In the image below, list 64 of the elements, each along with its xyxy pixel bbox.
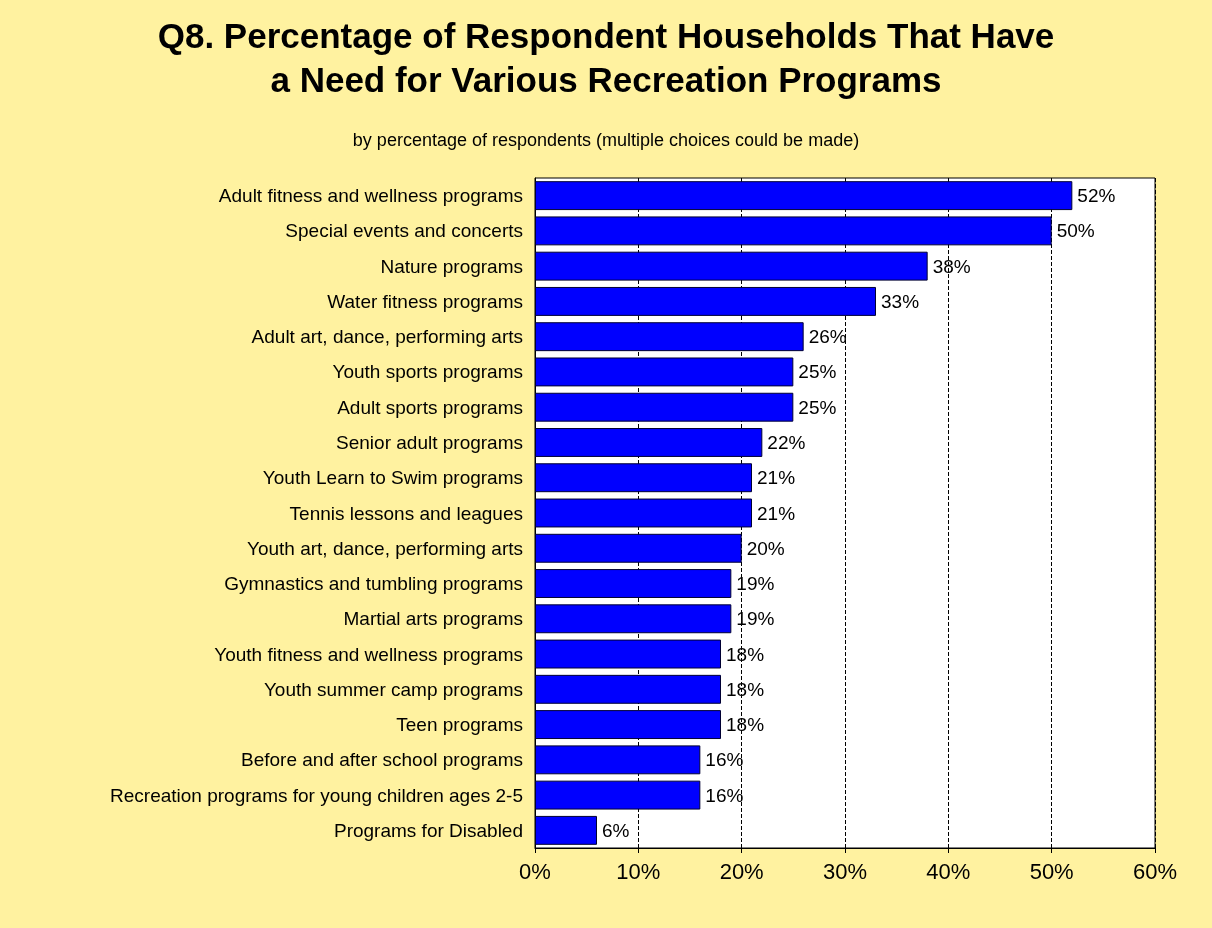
y-tick-label: Youth art, dance, performing arts (246, 537, 523, 559)
y-tick-label: Recreation programs for young children ages 2-5 (110, 784, 523, 806)
y-tick-label: Water fitness programs (327, 290, 523, 312)
bar (535, 569, 732, 598)
bar (535, 674, 721, 704)
y-tick-label: Programs for Disabled (333, 819, 523, 841)
x-tick-label: 40% (926, 858, 971, 884)
y-tick-label: Youth fitness and wellness programs (214, 643, 523, 665)
data-label: 52% (1077, 185, 1116, 207)
data-label: 18% (726, 643, 765, 665)
y-tick-label: Youth Learn to Swim programs (262, 467, 523, 489)
x-tick-label: 20% (719, 858, 764, 884)
data-label: 25% (798, 361, 837, 383)
bar (535, 428, 763, 457)
bar (535, 533, 742, 563)
x-tick-label: 50% (1029, 858, 1074, 884)
bar (535, 286, 876, 316)
y-tick-label: Youth sports programs (332, 361, 523, 383)
data-label: 16% (705, 784, 744, 806)
bar (535, 604, 732, 634)
bar (535, 392, 794, 422)
x-tick-label: 30% (822, 858, 868, 884)
data-label: 18% (726, 714, 765, 736)
bar (535, 357, 794, 387)
bar (535, 251, 928, 281)
y-tick-label: Youth summer camp programs (263, 678, 523, 700)
y-tick-label: Nature programs (380, 255, 523, 277)
y-tick-label: Teen programs (396, 714, 523, 736)
chart-subtitle: by percentage of respondents (multiple choices could be made) (352, 130, 860, 150)
y-tick-label: Senior adult programs (336, 431, 523, 453)
data-label: 6% (602, 819, 630, 841)
data-label: 38% (932, 255, 971, 277)
data-label: 21% (757, 502, 796, 524)
data-label: 33% (881, 290, 920, 312)
x-tick-label: 0% (519, 858, 551, 884)
y-tick-label: Gymnastics and tumbling programs (224, 573, 523, 595)
y-tick-label: Adult art, dance, performing arts (251, 326, 523, 348)
bar (535, 780, 701, 810)
data-label: 22% (767, 431, 806, 453)
bar (535, 710, 721, 740)
bar (535, 815, 597, 845)
bar (535, 181, 1073, 211)
y-tick-label: Adult sports programs (337, 396, 523, 418)
chart-title: Q8. Percentage of Respondent Households That Have a Need for Various Recreation Programs (157, 15, 1055, 99)
x-tick-label: 10% (616, 858, 661, 884)
data-label: 21% (757, 467, 796, 489)
data-label: 26% (808, 326, 847, 348)
bar (535, 745, 701, 775)
bar (535, 322, 804, 352)
data-label: 16% (705, 749, 744, 771)
data-label: 18% (726, 678, 765, 700)
y-tick-label: Martial arts programs (343, 608, 523, 630)
y-tick-label: Special events and concerts (285, 220, 523, 242)
y-tick-label: Before and after school programs (241, 749, 523, 771)
bar (535, 216, 1052, 246)
data-label: 20% (746, 537, 785, 559)
data-label: 50% (1056, 220, 1095, 242)
bar (535, 463, 752, 493)
y-tick-label: Adult fitness and wellness programs (218, 185, 523, 207)
data-label: 25% (798, 396, 837, 418)
y-tick-label: Tennis lessons and leagues (289, 502, 523, 524)
bar (535, 498, 752, 528)
x-tick-label: 60% (1132, 858, 1178, 884)
bar (535, 639, 721, 669)
